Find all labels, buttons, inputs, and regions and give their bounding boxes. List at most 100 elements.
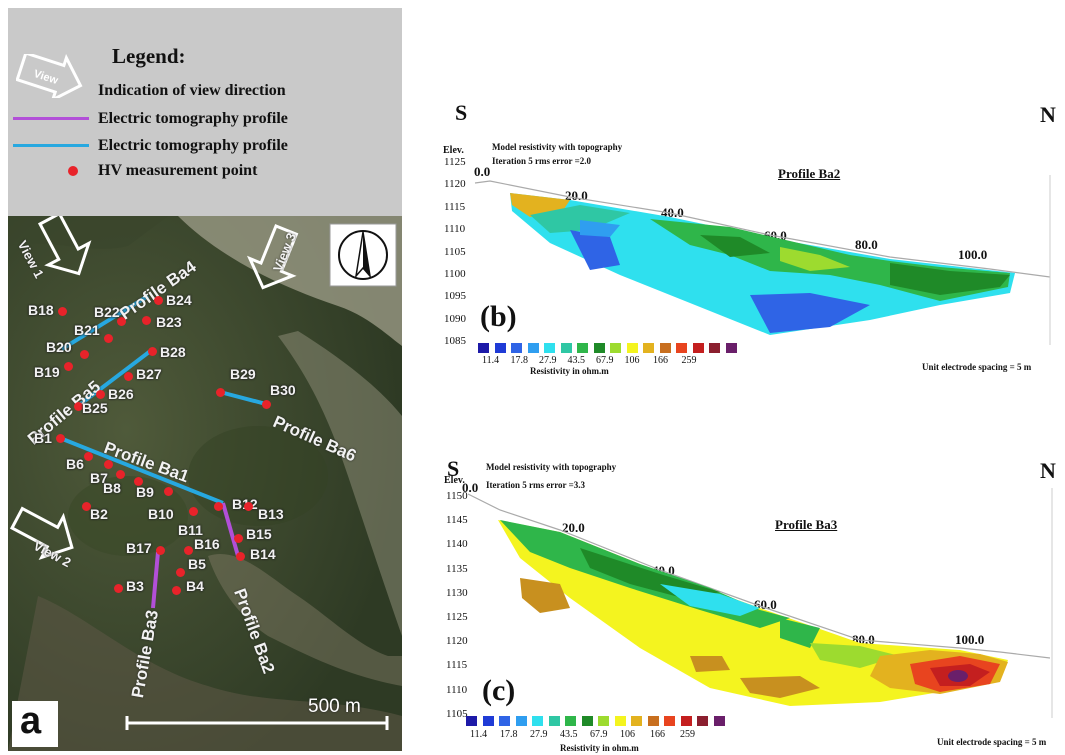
resistivity-swatch [631,716,642,726]
hv-point-marker [104,460,113,469]
resistivity-swatch [626,343,638,353]
resistivity-tick: 166 [650,729,665,740]
elevation-tick: 1125 [444,156,466,168]
panel-b-model-line1: Model resistivity with topography [492,142,623,152]
hv-point-marker [148,347,157,356]
hv-point-marker [214,502,223,511]
resistivity-swatch [664,716,675,726]
legend-label-purple-profile: Electric tomography profile [98,110,288,127]
panel-b-north-label: N [1040,102,1056,127]
hv-point-label: B24 [166,292,192,308]
resistivity-swatch [527,343,539,353]
hv-point-label: B15 [246,526,272,542]
panel-c-letter: (c) [482,674,516,707]
resistivity-tick: 106 [620,729,635,740]
resistivity-swatch [725,343,737,353]
hv-point-label: B25 [82,400,108,416]
hv-point-marker [124,372,133,381]
resistivity-swatch [478,343,489,353]
panel-c-model-line2: Iteration 5 rms error =3.3 [486,480,586,490]
panel-c-elev-label: Elev. [444,475,465,486]
view-1-arrow-icon [37,216,92,276]
hv-point-marker [64,362,73,371]
resistivity-tick: 67.9 [596,355,614,366]
resistivity-swatch [577,343,588,353]
view-3-arrow-icon [246,224,299,290]
resistivity-tick: 27.9 [539,355,557,366]
hv-point-label: B18 [28,302,54,318]
view-arrow-icon: View [16,54,83,98]
panel-c-dist-100: 100.0 [955,632,985,647]
hv-point-label: B26 [108,386,134,402]
panel-b-south-label: S [455,100,468,125]
resistivity-swatch [581,716,593,726]
elevation-tick: 1095 [444,290,466,303]
elevation-tick: 1110 [446,683,468,696]
elevation-tick: 1110 [444,223,466,236]
resistivity-swatch [647,716,659,726]
resistivity-swatch [676,343,687,353]
hv-point-label: B7 [90,470,108,486]
satellite-map: View 1 View 2 View 3 Profile Ba4 Profile… [8,216,402,751]
panel-c-south-label: S [447,456,460,481]
hv-point-label: B1 [34,430,52,446]
hv-point-marker [164,487,173,496]
hv-point-marker [244,502,253,511]
resistivity-swatch [697,716,708,726]
resistivity-tick: 11.4 [482,355,500,366]
panel-a-box [12,701,58,747]
resistivity-tick: 259 [681,355,697,366]
panel-c-north-label: N [1040,458,1056,483]
resistivity-swatch [511,343,522,353]
north-arrow-icon [329,223,397,287]
resistivity-tick: 166 [653,355,668,366]
legend-label-view-direction: Indication of view direction [98,82,286,99]
hv-point-label: B17 [126,540,152,556]
resistivity-swatch [544,343,555,353]
hv-point-label: B23 [156,314,182,330]
resistivity-swatch [494,343,506,353]
hv-point-label: B28 [160,344,186,360]
resistivity-tick: 27.9 [530,729,548,740]
hv-point-label: B4 [186,578,204,594]
resistivity-swatch [692,343,704,353]
hv-point-label: B19 [34,364,60,380]
hv-point-marker [176,568,185,577]
hv-point-label: B8 [103,480,121,496]
panel-c-model-line1: Model resistivity with topography [486,462,617,472]
resistivity-swatch [610,343,621,353]
panel-b-letter: (b) [480,300,517,333]
elevation-tick: 1115 [444,200,466,213]
resistivity-tick: 43.5 [567,355,586,366]
elevation-tick: 1135 [446,562,468,575]
resistivity-swatch [598,716,609,726]
hv-point-marker [236,552,245,561]
hv-point-marker [134,477,143,486]
hv-point-label: B9 [136,484,154,500]
elevation-tick: 1085 [444,335,466,348]
map-terrain [8,216,402,751]
hv-point-label: B29 [230,366,256,382]
resistivity-tick: 43.5 [560,729,578,740]
hv-point-marker [74,402,83,411]
resistivity-tick: 67.9 [590,729,608,740]
hv-point-marker [82,502,91,511]
resistivity-tick: 259 [680,729,695,740]
resistivity-swatch [614,716,626,726]
panel-b-spacing-note: Unit electrode spacing = 5 m [922,362,1032,372]
hv-point-marker [189,507,198,516]
legend-box: Legend: View Indication of view directio… [8,8,402,216]
elevation-tick: 1115 [446,659,468,672]
legend-label-hv-point: HV measurement point [98,162,258,179]
hv-point-marker [262,400,271,409]
panel-a-letter: a [20,700,42,742]
hv-point-label: B3 [126,578,144,594]
panel-b-dist-80: 80.0 [855,237,878,252]
resistivity-swatch [532,716,543,726]
hv-point-marker [104,334,113,343]
panel-b-dist-0: 0.0 [474,164,491,179]
resistivity-swatch [515,716,527,726]
hv-point-label: B10 [148,506,174,522]
resistivity-swatch [560,343,572,353]
panel-c-resistivity-label: Resistivity in ohm.m [560,743,639,753]
